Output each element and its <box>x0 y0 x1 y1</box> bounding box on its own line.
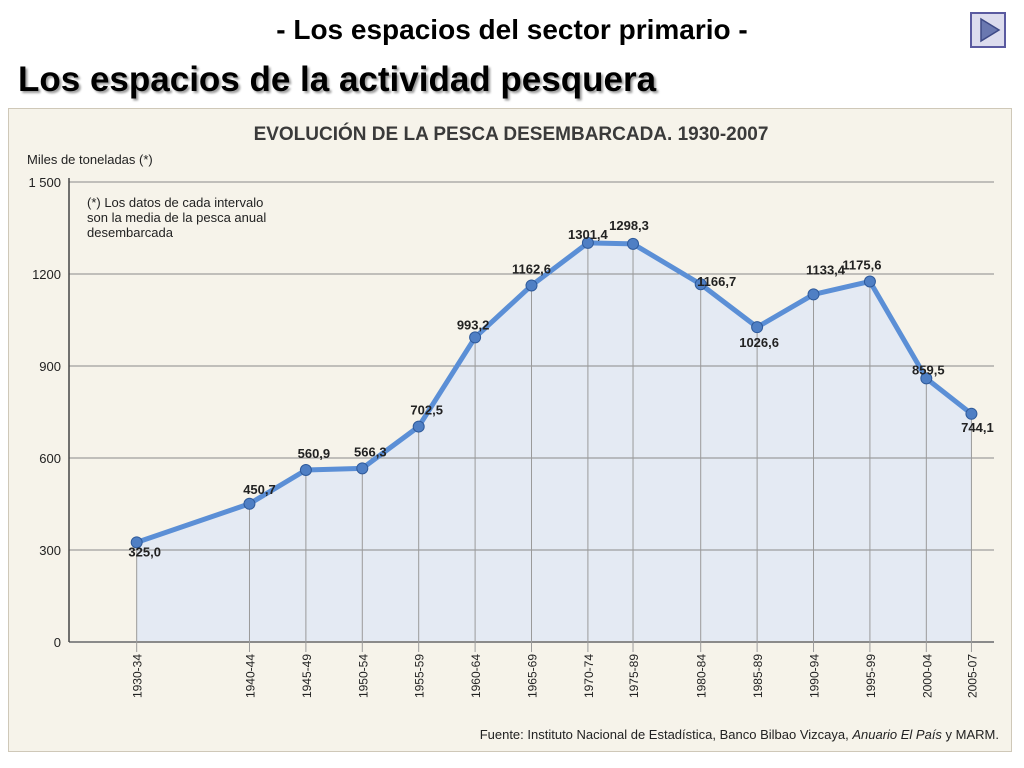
page-title: Los espacios de la actividad pesquera <box>18 60 657 99</box>
data-point <box>863 275 876 288</box>
y-tick-label: 0 <box>54 635 61 650</box>
y-tick-label: 300 <box>39 543 61 558</box>
data-point <box>356 462 369 475</box>
data-point <box>920 372 933 385</box>
data-label: 560,9 <box>298 446 331 461</box>
data-label: 1175,6 <box>842 257 881 272</box>
source-text-part: Fuente: Instituto Nacional de Estadístic… <box>480 727 853 742</box>
x-tick-label: 1930-34 <box>131 654 145 698</box>
source-text-part: y MARM. <box>942 727 999 742</box>
data-point <box>525 279 538 292</box>
x-tick-label: 1970-74 <box>582 654 596 698</box>
data-label: 325,0 <box>128 544 161 559</box>
data-point <box>751 321 764 334</box>
y-tick-label: 900 <box>39 359 61 374</box>
data-label: 993,2 <box>457 317 490 332</box>
data-label: 1301,4 <box>568 227 609 242</box>
data-label: 450,7 <box>243 482 276 497</box>
data-point <box>581 236 594 249</box>
x-tick-label: 1995-99 <box>864 654 878 698</box>
x-tick-label: 1950-54 <box>356 654 370 698</box>
data-label: 1026,6 <box>739 335 779 350</box>
data-point <box>130 536 143 549</box>
chart-panel: EVOLUCIÓN DE LA PESCA DESEMBARCADA. 1930… <box>8 108 1012 752</box>
data-label: 1298,3 <box>609 218 649 233</box>
data-label: 1162,6 <box>512 261 551 276</box>
section-subtitle: - Los espacios del sector primario - <box>276 14 748 45</box>
next-slide-button[interactable] <box>970 12 1006 48</box>
chart-note: (*) Los datos de cada intervalo <box>87 195 263 210</box>
area-fill <box>136 242 972 643</box>
line-chart: EVOLUCIÓN DE LA PESCA DESEMBARCADA. 1930… <box>27 123 999 742</box>
chart-title: EVOLUCIÓN DE LA PESCA DESEMBARCADA. 1930… <box>254 123 769 145</box>
data-label: 1166,7 <box>697 274 736 289</box>
y-tick-label: 1200 <box>32 267 61 282</box>
data-point <box>694 278 707 291</box>
x-tick-label: 1975-89 <box>627 654 641 698</box>
data-point <box>412 420 425 433</box>
x-tick-label: 1940-44 <box>243 654 257 698</box>
data-label: 566,3 <box>354 444 387 459</box>
y-tick-label: 600 <box>39 451 61 466</box>
data-point <box>965 407 978 420</box>
data-point <box>627 237 640 250</box>
x-tick-label: 1955-59 <box>413 654 427 698</box>
chart-note: son la media de la pesca anual <box>87 210 266 225</box>
data-label: 702,5 <box>410 403 443 418</box>
data-point <box>299 463 312 476</box>
x-tick-label: 2000-04 <box>920 654 934 698</box>
data-label: 744,1 <box>961 420 994 435</box>
data-label: 1133,4 <box>806 262 846 277</box>
data-point <box>469 331 482 344</box>
play-arrow-icon <box>980 17 1001 43</box>
x-tick-label: 1980-84 <box>695 654 709 698</box>
y-axis-label: Miles de toneladas (*) <box>27 152 153 167</box>
data-point <box>243 497 256 510</box>
data-point <box>807 288 820 301</box>
y-tick-label: 1 500 <box>28 175 61 190</box>
source-note: Fuente: Instituto Nacional de Estadístic… <box>480 727 999 742</box>
x-tick-label: 1945-49 <box>300 654 314 698</box>
chart-note: desembarcada <box>87 225 174 240</box>
x-tick-label: 1960-64 <box>469 654 483 698</box>
x-tick-label: 1985-89 <box>751 654 765 698</box>
x-tick-label: 1965-69 <box>526 654 540 698</box>
data-label: 859,5 <box>912 362 945 377</box>
x-tick-label: 2005-07 <box>965 654 979 698</box>
x-tick-label: 1990-94 <box>808 654 822 698</box>
source-text-part: Anuario El País <box>851 727 942 742</box>
